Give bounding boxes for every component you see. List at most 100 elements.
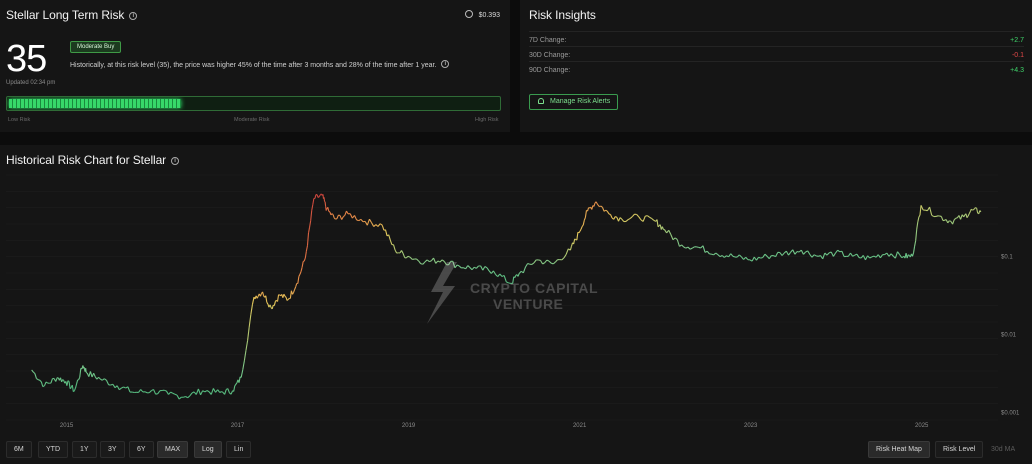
price-line-segment (629, 216, 633, 219)
risk-card: Stellar Long Term Risk i $0.393 35 Update… (0, 0, 510, 132)
price-line-segment (610, 214, 613, 219)
y-tick-label: $0.1 (1001, 254, 1013, 260)
price-line-segment (681, 244, 685, 248)
price-line-segment (871, 255, 875, 258)
price-line-segment (118, 387, 122, 391)
range-max-button[interactable]: MAX (157, 441, 189, 458)
risk-heat-map-button[interactable]: Risk Heat Map (868, 441, 930, 458)
price-line-segment (698, 246, 701, 249)
price-line-segment (913, 246, 916, 253)
price-line-segment (148, 390, 152, 394)
price-line-segment (608, 213, 611, 216)
range-ytd-button[interactable]: YTD (38, 441, 68, 458)
history-info-icon[interactable]: i (441, 60, 450, 68)
historical-risk-chart-panel: $0.1 $0.01 $0.001 2015 2017 2019 2021 2023 2025 … (0, 145, 1032, 464)
price-line-segment (31, 369, 34, 373)
price-line-segment (202, 390, 206, 393)
range-6y-button[interactable]: 6Y (129, 441, 154, 458)
price-line-segment (248, 314, 252, 328)
price-line-segment (73, 387, 76, 391)
price-line-segment (452, 261, 456, 268)
info-icon[interactable]: i (129, 12, 138, 20)
price-line-segment (256, 295, 259, 299)
price-line-segment (591, 205, 594, 210)
price-line-segment (306, 232, 310, 246)
price-line-segment (284, 295, 287, 298)
insight-label: 30D Change: (529, 52, 571, 59)
price-line-segment (723, 255, 727, 258)
price-line-segment (606, 210, 610, 215)
price-line-segment (140, 389, 144, 393)
price-line-segment (522, 266, 527, 273)
y-tick-label: $0.01 (1001, 332, 1017, 338)
price-line-segment (653, 219, 657, 222)
price-line-segment (636, 214, 640, 218)
price-line-segment (864, 255, 869, 261)
price-line-segment (577, 231, 580, 234)
scale-lin-button[interactable]: Lin (226, 441, 252, 458)
price-line-segment (582, 220, 585, 226)
price-line-segment (719, 254, 723, 258)
price-line-segment (358, 218, 362, 222)
price-value: $0.393 (478, 12, 500, 19)
price-line-segment (873, 255, 877, 258)
price-line-segment (730, 253, 734, 257)
range-1y-button[interactable]: 1Y (72, 441, 97, 458)
price-line-segment (287, 298, 290, 300)
price-line-segment (779, 252, 783, 256)
price-line-segment (813, 254, 817, 257)
price-line-segment (174, 393, 178, 396)
price-line-segment (74, 383, 78, 389)
price-line-segment (324, 201, 327, 207)
price-line-segment (32, 371, 36, 374)
price-line-segment (43, 381, 47, 386)
price-line-segment (531, 262, 535, 265)
x-tick-label: 2015 (60, 423, 74, 429)
price-line-segment (886, 252, 890, 257)
price-line-segment (360, 218, 364, 223)
insight-value: +2.7 (1010, 37, 1024, 44)
range-3y-button[interactable]: 3Y (100, 441, 125, 458)
y-tick-label: $0.001 (1001, 410, 1020, 416)
price-line-segment (940, 216, 944, 221)
price-line-segment (542, 262, 546, 265)
price-line-segment (508, 282, 511, 284)
manage-risk-alerts-button[interactable]: Manage Risk Alerts (529, 94, 619, 110)
x-tick-label: 2019 (402, 423, 416, 429)
price-line-segment (975, 207, 977, 209)
price-line-segment (170, 391, 174, 394)
price-line-segment (486, 267, 490, 272)
price-line-segment (424, 259, 428, 263)
risk-level-button[interactable]: Risk Level (935, 441, 984, 458)
price-line-segment (443, 261, 447, 266)
manage-risk-alerts-label: Manage Risk Alerts (550, 98, 611, 105)
price-line-segment (642, 215, 646, 222)
price-line-segment (310, 210, 313, 221)
history-text: Historically, at this risk level (35), t… (70, 60, 450, 69)
price-line-segment (471, 266, 475, 271)
price-line-segment (581, 224, 584, 227)
price-line-segment (292, 292, 295, 295)
price-line-segment (888, 253, 892, 257)
price-line-segment (656, 219, 659, 227)
price-line-segment (540, 260, 544, 265)
price-line-segment (448, 261, 452, 266)
lightning-logo (427, 262, 457, 324)
price-line-segment (116, 385, 120, 390)
range-6m-button[interactable]: 6M (6, 441, 32, 458)
price-line-segment (384, 229, 388, 237)
price-line-segment (672, 237, 676, 241)
insight-value: +4.3 (1010, 67, 1024, 74)
chart-info-icon[interactable]: i (171, 157, 180, 165)
scale-log-button[interactable]: Log (194, 441, 222, 458)
high-risk-label: High Risk (475, 117, 499, 123)
chart-title: Historical Risk Chart for Stellar i (6, 153, 180, 167)
price-line-segment (497, 273, 501, 277)
price-line-segment (945, 219, 949, 224)
price-line-segment (221, 391, 224, 393)
price-line-segment (185, 396, 189, 399)
price-line-segment (250, 304, 253, 315)
30d-ma-button[interactable]: 30d MA (991, 446, 1016, 453)
price-line-segment (89, 371, 93, 378)
price-line-segment (706, 250, 710, 255)
